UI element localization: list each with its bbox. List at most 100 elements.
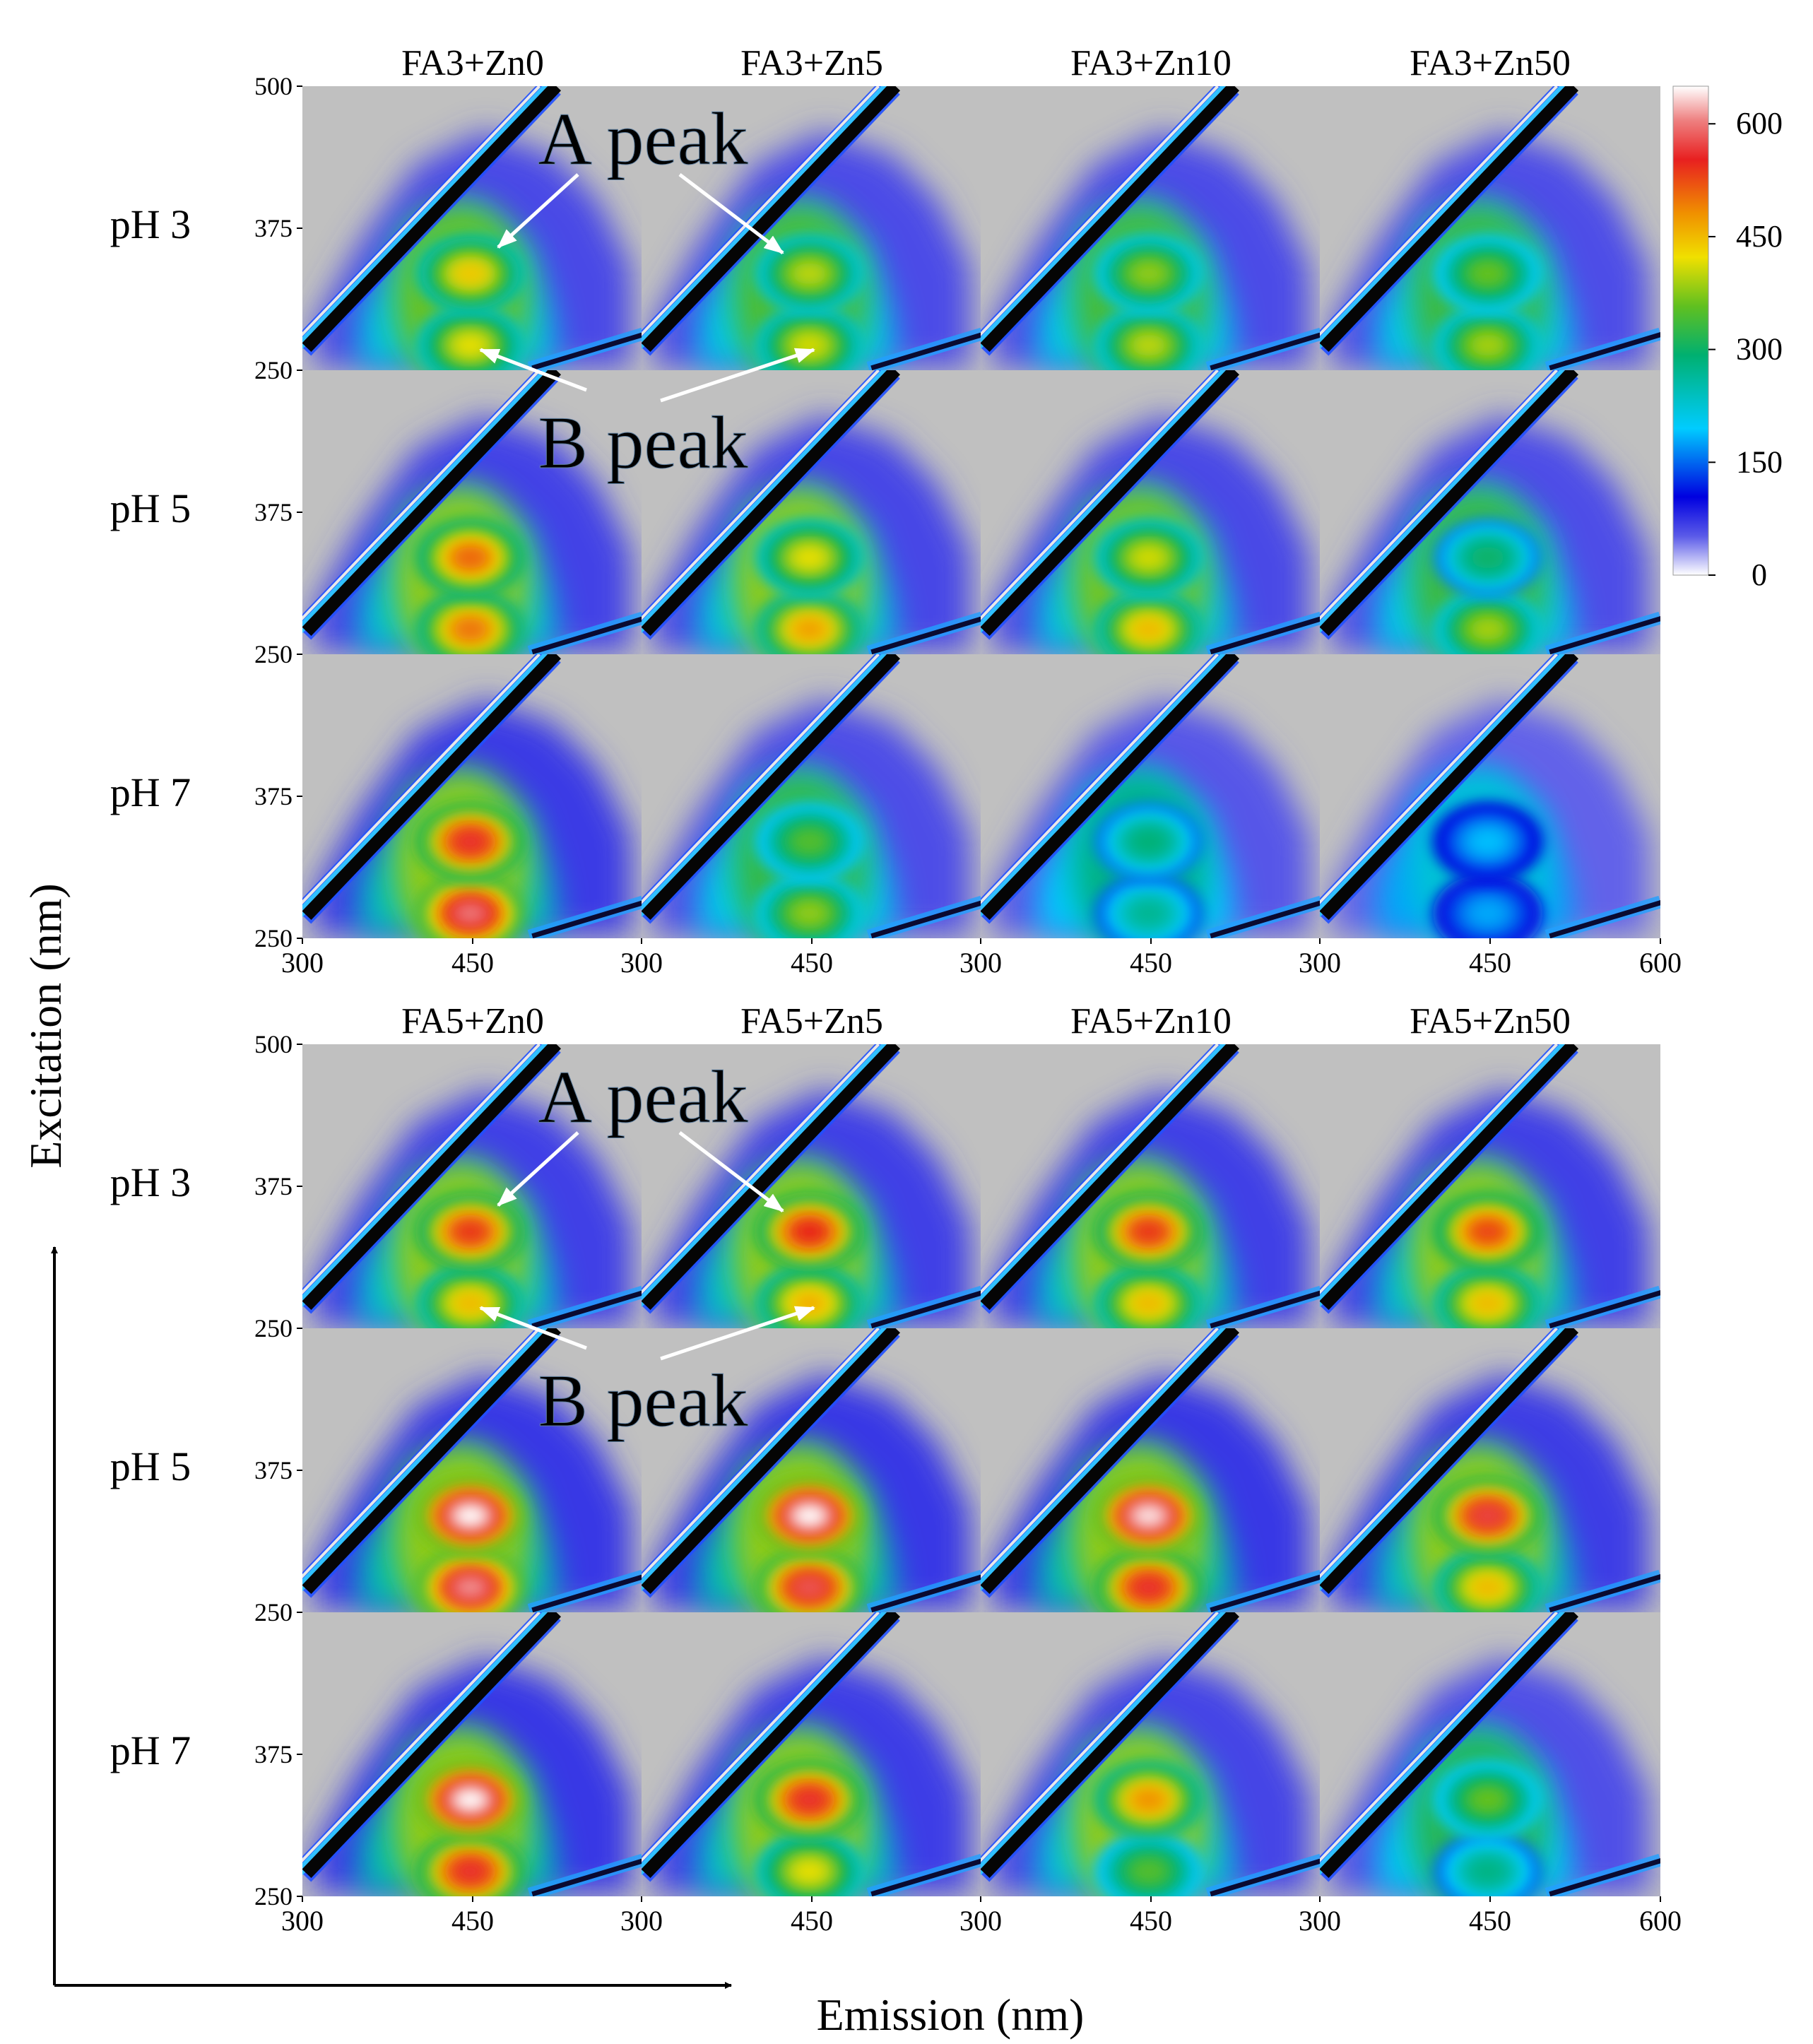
peak-arrow <box>479 1306 587 1350</box>
rayleigh-band-core <box>302 654 562 921</box>
y-axis-label: Excitation (nm) <box>20 883 71 1168</box>
eem-panel <box>1320 86 1660 370</box>
eem-panel <box>1320 370 1660 654</box>
rayleigh-band-highlight <box>981 1612 1219 1862</box>
row-label: pH 3 <box>110 1159 191 1205</box>
rayleigh-band-core <box>1320 654 1579 921</box>
second-order-scatter-core <box>1549 1858 1660 1896</box>
b-peak-contour <box>453 334 488 356</box>
row-label: pH 7 <box>110 769 191 815</box>
b-peak-contour <box>792 1860 827 1882</box>
b-peak-annotation: B peak <box>538 1359 748 1442</box>
a-peak-annotation: A peak <box>538 98 748 180</box>
b-peak-contour <box>453 1860 488 1882</box>
rayleigh-band-highlight <box>302 86 541 336</box>
row-label: pH 3 <box>110 201 191 247</box>
x-tick-label: 450 <box>1469 947 1511 979</box>
x-tick-label: 300 <box>959 947 1002 979</box>
a-peak-contour <box>792 1505 827 1527</box>
y-tick-label: 250 <box>254 1882 293 1910</box>
row-label: pH 5 <box>110 1443 191 1489</box>
second-order-scatter-core <box>870 332 982 370</box>
colorbar-tick-label: 450 <box>1736 219 1783 254</box>
a-peak-contour <box>792 547 827 569</box>
a-peak-annotation: A peak <box>538 1056 748 1138</box>
b-peak-contour <box>453 1292 488 1314</box>
row-label: pH 7 <box>110 1727 191 1773</box>
b-peak-contour <box>1131 334 1166 356</box>
a-peak-contour <box>1131 1789 1166 1811</box>
y-tick-label: 500 <box>254 72 293 100</box>
rayleigh-band-core <box>302 1612 562 1879</box>
b-peak-contour <box>1131 1576 1166 1598</box>
rayleigh-band-core <box>302 1044 562 1311</box>
x-tick-label: 450 <box>1130 1905 1172 1937</box>
rayleigh-band-highlight <box>302 1328 541 1578</box>
rayleigh-band-core <box>302 86 562 353</box>
rayleigh-band-core <box>981 654 1240 921</box>
rayleigh-band-core <box>981 1328 1240 1595</box>
rayleigh-band-highlight <box>981 654 1219 904</box>
second-order-scatter-core <box>1549 332 1660 370</box>
second-order-scatter-core <box>531 900 643 938</box>
a-peak-contour <box>453 1789 488 1811</box>
b-peak-contour <box>1470 618 1505 640</box>
panel-title: FA5+Zn0 <box>401 1001 544 1041</box>
y-tick-label: 250 <box>254 1598 293 1626</box>
eem-panel <box>1320 1328 1660 1612</box>
panel-title: FA3+Zn0 <box>401 43 544 83</box>
outer-axes: Excitation (nm) Emission (nm) <box>20 883 1084 2040</box>
a-peak-contour <box>1470 1505 1505 1527</box>
rayleigh-band-core <box>642 1044 901 1311</box>
peak-arrow <box>497 1131 579 1207</box>
a-peak-contour <box>792 1221 827 1243</box>
eem-panel <box>981 654 1321 938</box>
eem-panel <box>642 1044 982 1328</box>
b-peak-contour <box>1131 902 1166 924</box>
second-order-scatter-core <box>1549 1574 1660 1612</box>
y-tick-label: 375 <box>254 782 293 810</box>
second-order-scatter-core <box>870 616 982 654</box>
rayleigh-band-core <box>642 370 901 637</box>
y-tick-label: 375 <box>254 1740 293 1768</box>
panel-title: FA5+Zn10 <box>1070 1001 1232 1041</box>
eem-panel <box>1320 1612 1660 1896</box>
b-peak-contour <box>792 902 827 924</box>
second-order-scatter-core <box>870 1290 982 1328</box>
rayleigh-band-highlight <box>981 370 1219 620</box>
x-tick-label: 600 <box>1639 947 1682 979</box>
y-tick-label: 250 <box>254 356 293 384</box>
second-order-scatter-core <box>1549 616 1660 654</box>
rayleigh-band-highlight <box>1320 370 1558 620</box>
a-peak-contour <box>453 831 488 853</box>
x-tick-label: 300 <box>281 947 324 979</box>
eem-panel <box>981 1328 1321 1612</box>
rayleigh-band-core <box>981 86 1240 353</box>
eem-panel <box>981 86 1321 370</box>
peak-arrow <box>678 173 784 254</box>
eem-panel <box>1320 654 1660 938</box>
rayleigh-band-core <box>1320 1328 1579 1595</box>
b-peak-contour <box>792 618 827 640</box>
rayleigh-band-highlight <box>981 86 1219 336</box>
a-peak-contour <box>1131 1221 1166 1243</box>
a-peak-contour <box>792 263 827 285</box>
second-order-scatter-core <box>531 1290 643 1328</box>
rayleigh-band-highlight <box>642 370 880 620</box>
x-tick-label: 300 <box>1299 1905 1341 1937</box>
y-tick-label: 375 <box>254 214 293 242</box>
second-order-scatter-core <box>1549 1290 1660 1328</box>
b-peak-contour <box>453 1576 488 1598</box>
eem-panel <box>981 1044 1321 1328</box>
second-order-scatter-core <box>1210 616 1321 654</box>
b-peak-contour <box>1470 1860 1505 1882</box>
rayleigh-band-highlight <box>642 1612 880 1862</box>
eem-panel <box>642 1328 982 1612</box>
rayleigh-band-highlight <box>642 86 880 336</box>
eem-panel <box>642 370 982 654</box>
rayleigh-band-highlight <box>642 654 880 904</box>
rayleigh-band-highlight <box>1320 654 1558 904</box>
peak-arrow <box>660 1306 815 1361</box>
a-peak-contour <box>453 1221 488 1243</box>
y-tick-label: 500 <box>254 1030 293 1058</box>
